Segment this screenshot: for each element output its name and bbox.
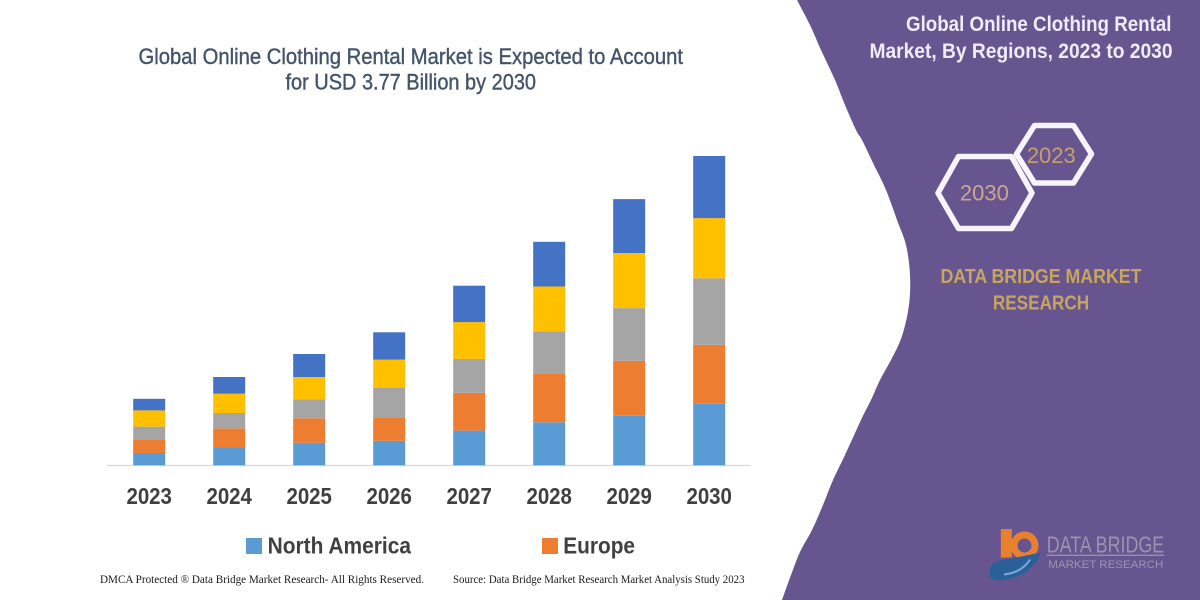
svg-text:2027: 2027 [446, 483, 492, 509]
svg-text:RESEARCH: RESEARCH [993, 293, 1089, 315]
svg-text:MARKET RESEARCH: MARKET RESEARCH [1048, 559, 1163, 571]
svg-text:2024: 2024 [206, 483, 252, 509]
svg-text:Global Online Clothing Rental: Global Online Clothing Rental [906, 12, 1172, 36]
svg-text:for USD 3.77 Billion by 2030: for USD 3.77 Billion by 2030 [286, 70, 537, 95]
svg-text:Global Online Clothing Rental: Global Online Clothing Rental Market is … [139, 44, 684, 69]
svg-text:2026: 2026 [366, 483, 412, 509]
svg-text:2025: 2025 [286, 483, 332, 509]
svg-text:North America: North America [268, 533, 412, 559]
svg-text:2029: 2029 [606, 483, 652, 509]
svg-text:2030: 2030 [960, 181, 1009, 206]
svg-text:2023: 2023 [1027, 143, 1076, 168]
svg-text:2028: 2028 [526, 483, 572, 509]
svg-text:Source: Data Bridge Market Res: Source: Data Bridge Market Research Mark… [453, 574, 745, 586]
svg-text:DATA BRIDGE MARKET: DATA BRIDGE MARKET [941, 266, 1142, 288]
svg-text:2030: 2030 [686, 483, 732, 509]
svg-text:Europe: Europe [563, 533, 635, 559]
svg-text:2023: 2023 [126, 483, 172, 509]
svg-text:Market, By Regions, 2023 to 20: Market, By Regions, 2023 to 2030 [870, 39, 1173, 63]
svg-text:DATA BRIDGE: DATA BRIDGE [1047, 532, 1165, 558]
svg-text:DMCA Protected ® Data Bridge M: DMCA Protected ® Data Bridge Market Rese… [100, 574, 424, 586]
